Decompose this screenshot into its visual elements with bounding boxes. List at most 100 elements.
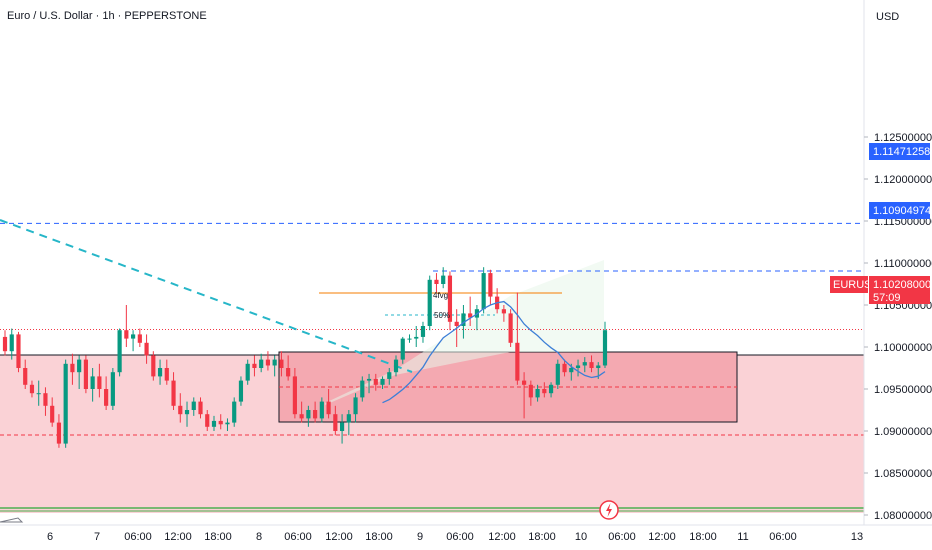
- order-block-box: [278, 351, 738, 423]
- candle-body: [488, 273, 493, 297]
- candle-body: [602, 330, 608, 366]
- candle-body: [420, 326, 426, 337]
- candle-body: [286, 368, 291, 377]
- candle: [36, 380, 41, 406]
- candle-body: [434, 279, 439, 284]
- candle: [441, 267, 446, 289]
- symbol-badge: [830, 276, 868, 293]
- x-tick-label: 9: [417, 531, 423, 543]
- candle-body: [515, 342, 520, 381]
- candle-body: [77, 359, 82, 373]
- candle: [353, 393, 358, 423]
- candle: [393, 355, 399, 377]
- candle: [400, 336, 405, 364]
- x-tick-label: 12:00: [164, 531, 192, 543]
- candle-body: [211, 420, 217, 427]
- candle-body: [272, 359, 277, 366]
- candle: [245, 359, 250, 385]
- half-label: 50%: [434, 311, 450, 320]
- symbol-badge-text: EURUSD: [833, 279, 880, 291]
- candle-body: [468, 313, 473, 318]
- zones-layer: [0, 260, 864, 513]
- candle: [205, 410, 210, 431]
- candle-body: [333, 414, 338, 431]
- price-axis[interactable]: 1.080000000 1.085000000 1.090000000 1.09500…: [864, 132, 932, 522]
- candle-body: [508, 313, 513, 343]
- chart-title: Euro / U.S. Dollar · 1h · PEPPERSTONE: [7, 10, 207, 22]
- candle: [124, 305, 129, 347]
- candle: [218, 414, 223, 430]
- candle-body: [23, 368, 28, 385]
- candle-body: [265, 359, 271, 366]
- candle: [191, 397, 196, 416]
- candle: [292, 368, 297, 419]
- candle-body: [528, 384, 533, 398]
- level-label-box-1: [869, 143, 930, 160]
- candle: [366, 373, 372, 394]
- trend-line: [0, 219, 413, 373]
- candle: [164, 359, 169, 385]
- time-axis[interactable]: 6 7 06:00 12:00 18:00 8 06:00 12:00 18:00 9 06:00 1…: [47, 531, 863, 543]
- candle-body: [131, 334, 136, 339]
- candle: [589, 355, 594, 373]
- candle-body: [346, 414, 351, 423]
- candle-body: [319, 401, 324, 419]
- candle-body: [110, 372, 115, 406]
- candle: [360, 376, 365, 402]
- candle-body: [299, 414, 304, 419]
- candle: [117, 328, 122, 377]
- candle-body: [596, 365, 601, 368]
- lightning-icon[interactable]: [599, 500, 619, 520]
- candle: [542, 382, 547, 398]
- y-tick-label: 1.100000000: [874, 342, 932, 354]
- candle-body: [29, 384, 35, 394]
- candle: [157, 359, 163, 385]
- candle: [83, 355, 88, 394]
- candle: [211, 415, 217, 431]
- candle: [56, 414, 62, 448]
- candle: [461, 305, 466, 339]
- candle: [582, 357, 587, 373]
- candle-body: [16, 334, 21, 368]
- candle-body: [252, 363, 257, 368]
- x-tick-label: 10: [575, 531, 587, 543]
- candle: [468, 296, 473, 326]
- candle-body: [117, 330, 122, 373]
- candle-body: [548, 384, 554, 394]
- candle: [144, 334, 149, 364]
- candles-layer: [2, 267, 608, 448]
- overlays-layer: [382, 300, 606, 404]
- candle: [508, 309, 513, 347]
- currency-label[interactable]: USD: [876, 11, 899, 23]
- x-tick-label: 18:00: [365, 531, 393, 543]
- candle-body: [353, 397, 358, 415]
- candle: [29, 380, 35, 398]
- candle: [575, 359, 581, 377]
- candle: [43, 387, 48, 416]
- candle-body: [232, 401, 237, 423]
- candle: [63, 359, 68, 448]
- candle-body: [97, 376, 102, 389]
- y-tick-label: 1.120000000: [874, 174, 932, 186]
- candle-body: [171, 380, 176, 406]
- candle-body: [205, 414, 210, 427]
- candle: [238, 376, 244, 406]
- time-scale-handle[interactable]: [0, 517, 24, 523]
- candle-body: [225, 422, 230, 425]
- candle: [77, 355, 82, 389]
- candle: [265, 351, 271, 371]
- candle: [198, 397, 203, 419]
- candle: [90, 368, 95, 402]
- candle-body: [259, 359, 264, 368]
- candle: [447, 271, 453, 331]
- candle: [562, 359, 567, 377]
- candle-body: [427, 279, 432, 326]
- candle: [434, 273, 439, 293]
- candle-body: [481, 273, 486, 310]
- x-tick-label: 06:00: [446, 531, 474, 543]
- x-tick-label: 06:00: [124, 531, 152, 543]
- x-tick-label: 12:00: [325, 531, 353, 543]
- candle: [326, 389, 331, 419]
- x-tick-label: 12:00: [488, 531, 516, 543]
